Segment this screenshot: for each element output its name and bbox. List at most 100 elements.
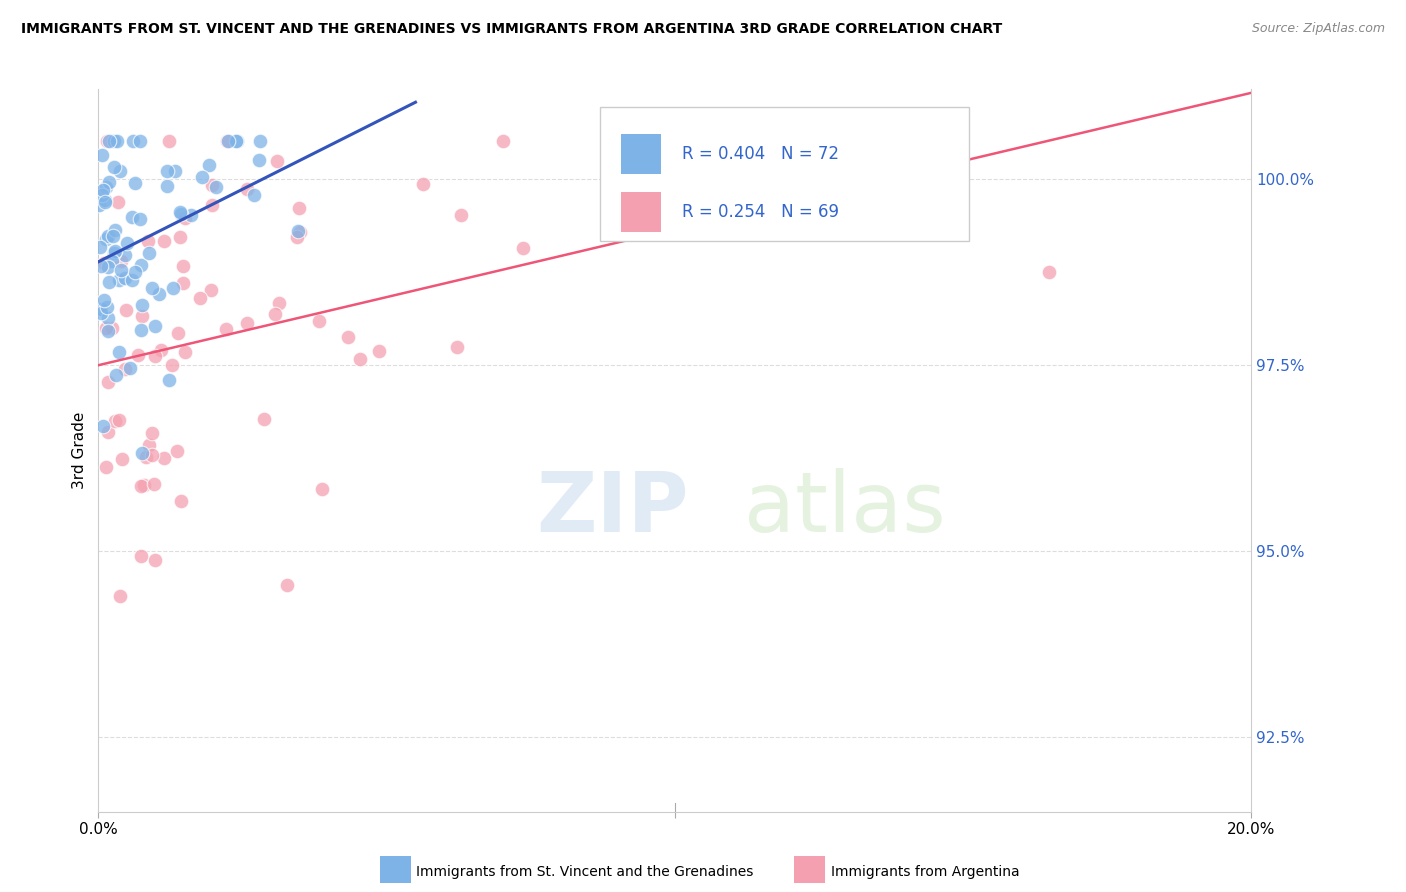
Point [104, 368, 127, 382]
Point [1038, 265, 1060, 279]
Point [136, 235, 159, 249]
Point [141, 448, 163, 462]
Point [153, 234, 176, 248]
Point [124, 265, 146, 279]
Point [97, 375, 120, 389]
Point [108, 273, 131, 287]
Point [170, 207, 193, 221]
Point [111, 452, 134, 467]
Point [236, 316, 259, 330]
Point [290, 225, 312, 239]
Point [512, 241, 534, 255]
Point [90, 302, 112, 317]
Point [135, 450, 157, 464]
Point [215, 322, 238, 336]
Point [121, 273, 143, 287]
Text: ZIP: ZIP [537, 467, 689, 549]
Point [110, 263, 132, 277]
Point [93, 293, 115, 307]
Point [94, 459, 117, 474]
Point [94, 195, 117, 210]
Point [118, 360, 141, 375]
Point [129, 211, 152, 226]
Point [103, 134, 125, 148]
Point [157, 373, 180, 387]
Point [162, 281, 184, 295]
Point [215, 134, 238, 148]
Point [96, 134, 118, 148]
Point [336, 330, 359, 344]
Point [97, 134, 120, 148]
Point [141, 425, 163, 440]
Point [492, 134, 515, 148]
Point [93, 255, 115, 269]
Point [152, 451, 174, 466]
Point [276, 578, 298, 592]
Text: R = 0.254   N = 69: R = 0.254 N = 69 [682, 203, 839, 221]
Point [131, 479, 153, 493]
Point [205, 179, 228, 194]
Point [180, 208, 202, 222]
Point [172, 259, 194, 273]
Point [114, 248, 136, 262]
Point [131, 298, 153, 312]
Point [631, 185, 654, 199]
Point [94, 193, 117, 207]
Point [97, 310, 120, 325]
Point [104, 244, 127, 259]
Text: Immigrants from Argentina: Immigrants from Argentina [831, 865, 1019, 880]
Point [266, 153, 288, 168]
Point [412, 177, 434, 191]
Point [97, 276, 120, 290]
Point [108, 164, 131, 178]
Point [128, 134, 150, 148]
Point [97, 324, 120, 338]
Point [129, 323, 152, 337]
Point [225, 134, 247, 148]
Point [105, 134, 128, 148]
Point [108, 412, 131, 426]
Point [101, 254, 124, 268]
Point [131, 445, 153, 459]
Point [169, 204, 191, 219]
Point [114, 271, 136, 285]
Point [104, 223, 127, 237]
Point [188, 291, 211, 305]
Point [104, 414, 127, 428]
Point [201, 197, 224, 211]
Point [308, 314, 330, 328]
Point [157, 134, 180, 148]
Text: atlas: atlas [744, 467, 946, 549]
Point [121, 134, 143, 148]
Point [156, 178, 179, 193]
Point [101, 229, 124, 244]
Point [138, 245, 160, 260]
Point [129, 258, 152, 272]
Point [94, 321, 117, 335]
Point [269, 295, 291, 310]
Point [156, 164, 179, 178]
Text: Immigrants from St. Vincent and the Grenadines: Immigrants from St. Vincent and the Gren… [416, 865, 754, 880]
Point [127, 348, 149, 362]
Point [349, 352, 371, 367]
Point [235, 182, 257, 196]
Point [166, 326, 188, 340]
Point [115, 235, 138, 250]
Point [169, 229, 191, 244]
Point [311, 482, 333, 496]
Point [91, 419, 114, 434]
FancyBboxPatch shape [600, 107, 969, 241]
Point [160, 358, 183, 372]
Point [145, 350, 167, 364]
Point [96, 232, 118, 246]
Point [368, 343, 391, 358]
Point [174, 344, 197, 359]
Bar [620, 192, 661, 232]
Point [143, 553, 166, 567]
Point [131, 309, 153, 323]
Point [107, 345, 129, 359]
Point [450, 208, 472, 222]
Point [141, 281, 163, 295]
Point [129, 549, 152, 564]
Point [200, 283, 222, 297]
